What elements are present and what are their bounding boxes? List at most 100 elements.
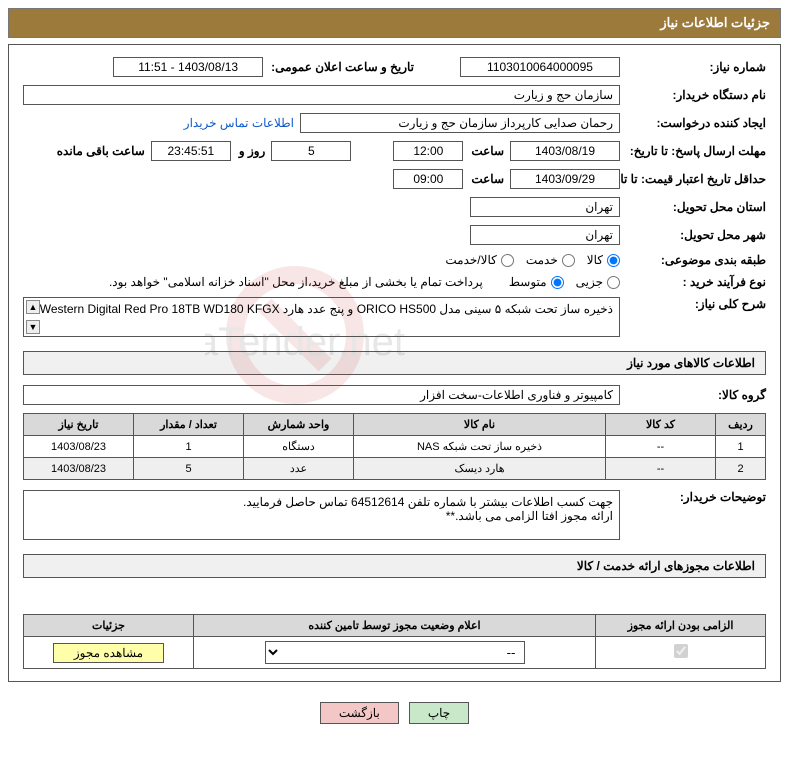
required-checkbox <box>674 644 688 658</box>
label-subject-class: طبقه بندی موضوعی: <box>626 253 766 267</box>
cell-code: -- <box>606 458 716 480</box>
process-note: پرداخت تمام یا بخشی از مبلغ خرید،از محل … <box>109 275 483 289</box>
radio-kala-label: کالا <box>587 253 620 267</box>
cell-date: 1403/08/23 <box>24 436 134 458</box>
desc-box: ذخیره ساز تحت شبکه ۵ سینی مدل ORICO HS50… <box>23 297 620 337</box>
radio-kala[interactable] <box>607 254 620 267</box>
scroll-down-icon[interactable]: ▼ <box>26 320 40 334</box>
subject-radio-group: کالا خدمت کالا/خدمت <box>445 253 620 267</box>
buyer-notes-box: جهت کسب اطلاعات بیشتر با شماره تلفن 6451… <box>23 490 620 540</box>
field-goods-group: کامپیوتر و فناوری اطلاعات-سخت افزار <box>23 385 620 405</box>
cell-name: ذخیره ساز تحت شبکه NAS <box>354 436 606 458</box>
radio-kala-khedmat-label: کالا/خدمت <box>445 253 513 267</box>
row-price-validity: حداقل تاریخ اعتبار قیمت: تا تاریخ: 1403/… <box>23 169 766 189</box>
row-process-type: نوع فرآیند خرید : جزیی متوسط پرداخت تمام… <box>23 275 766 289</box>
process-radio-group: جزیی متوسط <box>509 275 620 289</box>
cell-qty: 1 <box>134 436 244 458</box>
title-bar-text: جزئیات اطلاعات نیاز <box>660 15 770 30</box>
th-status: اعلام وضعیت مجوز توسط تامین کننده <box>194 615 596 637</box>
row-goods-group: گروه کالا: کامپیوتر و فناوری اطلاعات-سخت… <box>23 385 766 405</box>
field-buyer-org: سازمان حج و زیارت <box>23 85 620 105</box>
cell-date: 1403/08/23 <box>24 458 134 480</box>
field-days: 5 <box>271 141 351 161</box>
desc-text: ذخیره ساز تحت شبکه ۵ سینی مدل ORICO HS50… <box>40 302 613 316</box>
row-province: استان محل تحویل: تهران <box>23 197 766 217</box>
th-name: نام کالا <box>354 414 606 436</box>
view-permit-button[interactable]: مشاهده مجوز <box>53 643 164 663</box>
label-price-valid: حداقل تاریخ اعتبار قیمت: تا تاریخ: <box>626 172 766 186</box>
label-remaining: ساعت باقی مانده <box>55 144 145 158</box>
th-code: کد کالا <box>606 414 716 436</box>
radio-kala-khedmat[interactable] <box>501 254 514 267</box>
cell-details: مشاهده مجوز <box>24 637 194 669</box>
row-description: شرح کلی نیاز: ذخیره ساز تحت شبکه ۵ سینی … <box>23 297 766 337</box>
section-goods-head: اطلاعات کالاهای مورد نیاز <box>23 351 766 375</box>
field-province: تهران <box>470 197 620 217</box>
row-city: شهر محل تحویل: تهران <box>23 225 766 245</box>
field-city: تهران <box>470 225 620 245</box>
cell-row: 2 <box>716 458 766 480</box>
print-button[interactable]: چاپ <box>409 702 469 724</box>
goods-table: ردیف کد کالا نام کالا واحد شمارش تعداد /… <box>23 413 766 480</box>
label-desc: شرح کلی نیاز: <box>626 297 766 311</box>
field-creator: رحمان صدایی کارپرداز سازمان حج و زیارت <box>300 113 620 133</box>
cell-unit: عدد <box>244 458 354 480</box>
field-resp-date: 1403/08/19 <box>510 141 620 161</box>
table-row: 1 -- ذخیره ساز تحت شبکه NAS دستگاه 1 140… <box>24 436 766 458</box>
label-public-time: تاریخ و ساعت اعلان عمومی: <box>269 60 414 74</box>
status-select[interactable]: -- <box>265 641 525 664</box>
title-bar: جزئیات اطلاعات نیاز <box>8 8 781 38</box>
table-row: -- مشاهده مجوز <box>24 637 766 669</box>
label-province: استان محل تحویل: <box>626 200 766 214</box>
field-need-no: 1103010064000095 <box>460 57 620 77</box>
row-buyer-org: نام دستگاه خریدار: سازمان حج و زیارت <box>23 85 766 105</box>
th-details: جزئیات <box>24 615 194 637</box>
label-hour-1: ساعت <box>469 144 504 158</box>
radio-jozei[interactable] <box>607 276 620 289</box>
cell-code: -- <box>606 436 716 458</box>
footer-buttons: چاپ بازگشت <box>8 692 781 734</box>
scroll-up-icon[interactable]: ▲ <box>26 300 40 314</box>
main-panel: AriaTender.net شماره نیاز: 1103010064000… <box>8 44 781 682</box>
cell-status: -- <box>194 637 596 669</box>
label-goods-group: گروه کالا: <box>626 388 766 402</box>
row-need-number: شماره نیاز: 1103010064000095 تاریخ و ساع… <box>23 57 766 77</box>
row-buyer-notes: توضیحات خریدار: جهت کسب اطلاعات بیشتر با… <box>23 490 766 540</box>
row-deadline: مهلت ارسال پاسخ: تا تاریخ: 1403/08/19 سا… <box>23 141 766 161</box>
label-buy-process: نوع فرآیند خرید : <box>626 275 766 289</box>
cell-name: هارد دیسک <box>354 458 606 480</box>
field-public-time: 1403/08/13 - 11:51 <box>113 57 263 77</box>
back-button[interactable]: بازگشت <box>320 702 399 724</box>
label-creator: ایجاد کننده درخواست: <box>626 116 766 130</box>
section-permits-head: اطلاعات مجوزهای ارائه خدمت / کالا <box>23 554 766 578</box>
label-buyer-notes: توضیحات خریدار: <box>626 490 766 504</box>
table-row: 2 -- هارد دیسک عدد 5 1403/08/23 <box>24 458 766 480</box>
cell-qty: 5 <box>134 458 244 480</box>
permits-table: الزامی بودن ارائه مجوز اعلام وضعیت مجوز … <box>23 614 766 669</box>
row-subject-class: طبقه بندی موضوعی: کالا خدمت کالا/خدمت <box>23 253 766 267</box>
field-resp-hour: 12:00 <box>393 141 463 161</box>
label-need-no: شماره نیاز: <box>626 60 766 74</box>
radio-khedmat[interactable] <box>562 254 575 267</box>
field-price-hour: 09:00 <box>393 169 463 189</box>
cell-required <box>596 637 766 669</box>
th-qty: تعداد / مقدار <box>134 414 244 436</box>
label-buyer-org: نام دستگاه خریدار: <box>626 88 766 102</box>
th-row: ردیف <box>716 414 766 436</box>
th-date: تاریخ نیاز <box>24 414 134 436</box>
th-unit: واحد شمارش <box>244 414 354 436</box>
radio-jozei-label: جزیی <box>576 275 620 289</box>
label-city: شهر محل تحویل: <box>626 228 766 242</box>
cell-row: 1 <box>716 436 766 458</box>
buyer-contact-link[interactable]: اطلاعات تماس خریدار <box>184 116 294 130</box>
radio-khedmat-label: خدمت <box>526 253 575 267</box>
label-resp-deadline: مهلت ارسال پاسخ: تا تاریخ: <box>626 144 766 158</box>
label-days-and: روز و <box>237 144 266 158</box>
cell-unit: دستگاه <box>244 436 354 458</box>
radio-motavaset-label: متوسط <box>509 275 564 289</box>
label-hour-2: ساعت <box>469 172 504 186</box>
field-countdown: 23:45:51 <box>151 141 231 161</box>
row-creator: ایجاد کننده درخواست: رحمان صدایی کارپردا… <box>23 113 766 133</box>
radio-motavaset[interactable] <box>551 276 564 289</box>
th-required: الزامی بودن ارائه مجوز <box>596 615 766 637</box>
